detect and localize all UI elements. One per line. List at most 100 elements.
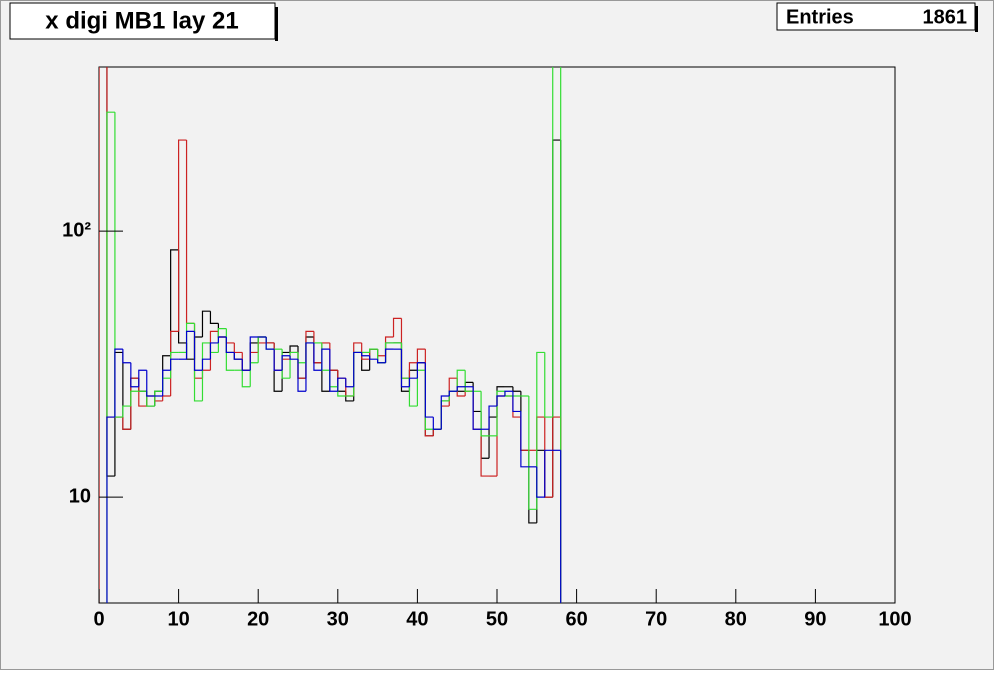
histogram-bin bbox=[520, 411, 529, 468]
histogram-bin bbox=[281, 355, 291, 371]
histogram-bin bbox=[337, 377, 346, 392]
histogram-bin bbox=[536, 351, 545, 510]
histogram-bin bbox=[154, 390, 163, 407]
histogram-bin bbox=[265, 336, 275, 350]
histogram-bin bbox=[369, 355, 378, 360]
histogram-bin bbox=[114, 348, 123, 418]
histogram-bin bbox=[138, 378, 147, 407]
histogram-bin bbox=[432, 417, 442, 430]
histogram-bin bbox=[560, 67, 562, 603]
histogram-bin bbox=[297, 359, 306, 392]
histogram-bin bbox=[130, 362, 139, 388]
x-tick-label: 20 bbox=[247, 608, 269, 630]
plot-area bbox=[99, 67, 562, 603]
x-tick-label: 90 bbox=[804, 608, 826, 630]
histogram-bin bbox=[448, 390, 458, 397]
title-shadow bbox=[275, 7, 278, 41]
x-tick-label: 30 bbox=[327, 608, 349, 630]
histogram-bin bbox=[201, 358, 211, 371]
histogram-bin bbox=[209, 311, 219, 324]
histogram-bin bbox=[122, 417, 131, 430]
histogram-bin bbox=[456, 369, 466, 392]
title-box bbox=[9, 2, 276, 40]
histogram-bin bbox=[377, 359, 386, 364]
histogram-bin bbox=[353, 351, 362, 387]
histogram-bin bbox=[122, 405, 131, 418]
histogram-bin bbox=[241, 370, 251, 388]
histogram-bin bbox=[488, 405, 497, 430]
histogram-bin bbox=[201, 310, 211, 337]
histogram-bin bbox=[162, 369, 171, 397]
histogram-bin bbox=[416, 348, 426, 363]
histogram-bin bbox=[408, 377, 418, 387]
histogram-bin bbox=[106, 416, 115, 603]
histogram-bin bbox=[512, 391, 521, 413]
histogram-bin bbox=[321, 362, 330, 392]
histogram-bin bbox=[289, 345, 298, 353]
histogram-bin bbox=[392, 317, 402, 337]
histogram-bin bbox=[464, 370, 474, 392]
histogram-bin bbox=[170, 249, 179, 356]
histogram-bin bbox=[369, 348, 378, 353]
x-tick-label: 50 bbox=[486, 608, 508, 630]
histogram-bin bbox=[138, 369, 147, 387]
histogram-bin bbox=[456, 386, 466, 392]
histogram-bin bbox=[400, 349, 410, 388]
histogram-bin bbox=[130, 390, 139, 407]
y-tick-label: 10² bbox=[62, 219, 91, 241]
histogram-bin bbox=[233, 352, 243, 360]
histogram-bin bbox=[361, 342, 370, 360]
histogram-bin bbox=[504, 390, 513, 397]
histogram-bin bbox=[384, 348, 394, 363]
x-tick-label: 80 bbox=[725, 608, 747, 630]
histogram-bin bbox=[273, 349, 283, 371]
histogram-bin bbox=[122, 349, 131, 364]
x-tick-label: 60 bbox=[565, 608, 587, 630]
histogram-bin bbox=[408, 378, 418, 407]
histogram-bin bbox=[472, 386, 482, 430]
histogram-bin bbox=[217, 336, 227, 343]
histogram-bin bbox=[241, 359, 251, 371]
histogram-bin bbox=[496, 395, 505, 407]
histogram-bin bbox=[361, 352, 370, 357]
histogram-bin bbox=[560, 450, 562, 603]
histogram-bin bbox=[408, 362, 418, 379]
x-tick-label: 100 bbox=[878, 608, 911, 630]
histogram-bin bbox=[480, 391, 490, 437]
histogram-bin bbox=[201, 342, 211, 401]
histogram-bin bbox=[416, 362, 426, 379]
histogram-bin bbox=[480, 429, 490, 477]
histogram-bin bbox=[552, 67, 554, 418]
histogram-bin bbox=[313, 342, 322, 371]
stats-value: 1861 bbox=[923, 6, 968, 28]
histogram-bin bbox=[209, 342, 219, 360]
histogram-bin bbox=[544, 449, 553, 498]
histogram-bin bbox=[424, 362, 434, 418]
histogram-bin bbox=[178, 139, 187, 332]
histogram-bin bbox=[440, 395, 450, 430]
histogram-bin bbox=[544, 352, 553, 418]
histogram-bin bbox=[146, 370, 155, 397]
histogram-bin bbox=[321, 348, 330, 371]
histogram-bin bbox=[289, 355, 298, 360]
histogram-bin bbox=[536, 466, 545, 498]
chart-title: x digi MB1 lay 21 bbox=[45, 7, 238, 34]
histogram-bin bbox=[345, 378, 354, 388]
histogram-bin bbox=[528, 396, 537, 510]
histogram-bin bbox=[193, 331, 203, 371]
histogram-bin bbox=[496, 390, 505, 436]
histogram-bin bbox=[185, 330, 195, 360]
histogram-bin bbox=[289, 351, 298, 379]
histogram-bin bbox=[217, 328, 227, 353]
stats-label: Entries bbox=[786, 6, 854, 28]
x-tick-label: 70 bbox=[645, 608, 667, 630]
x-tick-label: 40 bbox=[406, 608, 428, 630]
histogram-bin bbox=[305, 342, 314, 392]
y-tick-label: 10 bbox=[69, 485, 91, 507]
frame bbox=[98, 66, 896, 604]
histogram-bin bbox=[170, 358, 179, 371]
stats-shadow bbox=[975, 6, 978, 32]
histogram-bin bbox=[225, 336, 235, 354]
x-tick-label: 0 bbox=[93, 608, 104, 630]
